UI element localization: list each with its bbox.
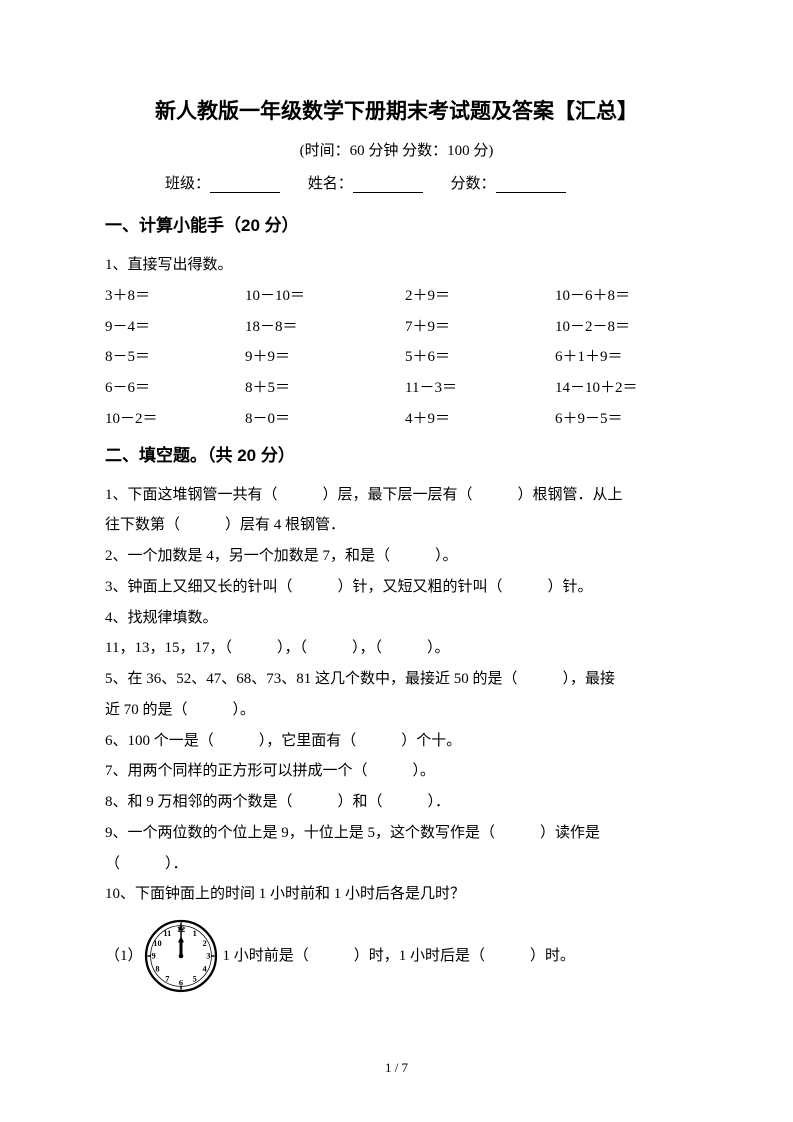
q2-line: 2、一个加数是 4，另一个加数是 7，和是（ ）。 (105, 541, 688, 572)
math-cell: 10－2＝ (105, 404, 245, 435)
class-blank[interactable] (210, 177, 280, 193)
q6-line: 6、100 个一是（ ），它里面有（ ）个十。 (105, 726, 688, 757)
math-grid: 3＋8＝ 10－10＝ 2＋9＝ 10－6＋8＝ 9－4＝ 18－8＝ 7＋9＝… (105, 281, 688, 435)
math-cell: 3＋8＝ (105, 281, 245, 312)
math-cell: 5＋6＝ (405, 342, 555, 373)
name-blank[interactable] (353, 177, 423, 193)
math-cell: 9－4＝ (105, 312, 245, 343)
q5-line-b: 近 70 的是（ ）。 (105, 695, 688, 726)
score-blank[interactable] (496, 177, 566, 193)
section1-heading: 一、计算小能手（20 分） (105, 211, 688, 236)
svg-text:5: 5 (192, 974, 196, 983)
svg-text:7: 7 (165, 974, 169, 983)
q4-line-a: 4、找规律填数。 (105, 603, 688, 634)
q4-line-b: 11，13，15，17，（ ），（ ），（ ）。 (105, 633, 688, 664)
q5-line-a: 5、在 36、52、47、68、73、81 这几个数中，最接近 50 的是（ ）… (105, 664, 688, 695)
math-cell: 10－6＋8＝ (555, 281, 688, 312)
math-cell: 6－6＝ (105, 373, 245, 404)
math-cell: 8－5＝ (105, 342, 245, 373)
q7-line: 7、用两个同样的正方形可以拼成一个（ ）。 (105, 756, 688, 787)
svg-text:2: 2 (202, 939, 206, 948)
svg-text:11: 11 (163, 929, 171, 938)
q10-prefix: （1） (105, 941, 143, 972)
math-cell: 14－10＋2＝ (555, 373, 688, 404)
class-label: 班级： (165, 176, 210, 192)
svg-text:10: 10 (153, 939, 161, 948)
q10-line-a: 10、下面钟面上的时间 1 小时前和 1 小时后各是几时？ (105, 879, 688, 910)
svg-text:3: 3 (206, 952, 210, 961)
student-info-line: 班级： 姓名： 分数： (105, 172, 688, 193)
math-cell: 8－0＝ (245, 404, 405, 435)
svg-text:9: 9 (151, 952, 155, 961)
svg-text:1: 1 (192, 929, 196, 938)
math-cell: 2＋9＝ (405, 281, 555, 312)
q1-line-b: 往下数第（ ）层有 4 根钢管． (105, 510, 688, 541)
section1-prompt: 1、直接写出得数。 (105, 250, 688, 281)
svg-text:8: 8 (155, 965, 159, 974)
math-cell: 18－8＝ (245, 312, 405, 343)
math-cell: 9＋9＝ (245, 342, 405, 373)
q10-clock-row: （1） 12 1 2 3 4 5 6 7 8 9 10 11 (105, 918, 688, 994)
math-cell: 4＋9＝ (405, 404, 555, 435)
q9-line-a: 9、一个两位数的个位上是 9，十位上是 5，这个数写作是（ ）读作是 (105, 818, 688, 849)
section2-heading: 二、填空题。（共 20 分） (105, 441, 688, 466)
q3-line: 3、钟面上又细又长的针叫（ ）针，又短又粗的针叫（ ）针。 (105, 572, 688, 603)
math-cell: 7＋9＝ (405, 312, 555, 343)
clock-icon: 12 1 2 3 4 5 6 7 8 9 10 11 (143, 918, 219, 994)
name-label: 姓名： (308, 176, 353, 192)
svg-text:6: 6 (178, 978, 182, 987)
page-footer: 1 / 7 (0, 1060, 793, 1076)
q8-line: 8、和 9 万相邻的两个数是（ ）和（ ）． (105, 787, 688, 818)
math-cell: 10－10＝ (245, 281, 405, 312)
score-label: 分数： (451, 176, 496, 192)
math-cell: 11－3＝ (405, 373, 555, 404)
q10-text: 1 小时前是（ ）时，1 小时后是（ ）时。 (223, 941, 576, 972)
q1-line-a: 1、下面这堆钢管一共有（ ）层，最下层一层有（ ）根钢管．从上 (105, 480, 688, 511)
math-cell: 8＋5＝ (245, 373, 405, 404)
math-cell: 6＋9－5＝ (555, 404, 688, 435)
q9-line-b: （ ）． (105, 849, 688, 880)
exam-subtitle: (时间：60 分钟 分数：100 分) (105, 139, 688, 160)
math-cell: 6＋1＋9＝ (555, 342, 688, 373)
math-cell: 10－2－8＝ (555, 312, 688, 343)
exam-title: 新人教版一年级数学下册期末考试题及答案【汇总】 (105, 95, 688, 125)
